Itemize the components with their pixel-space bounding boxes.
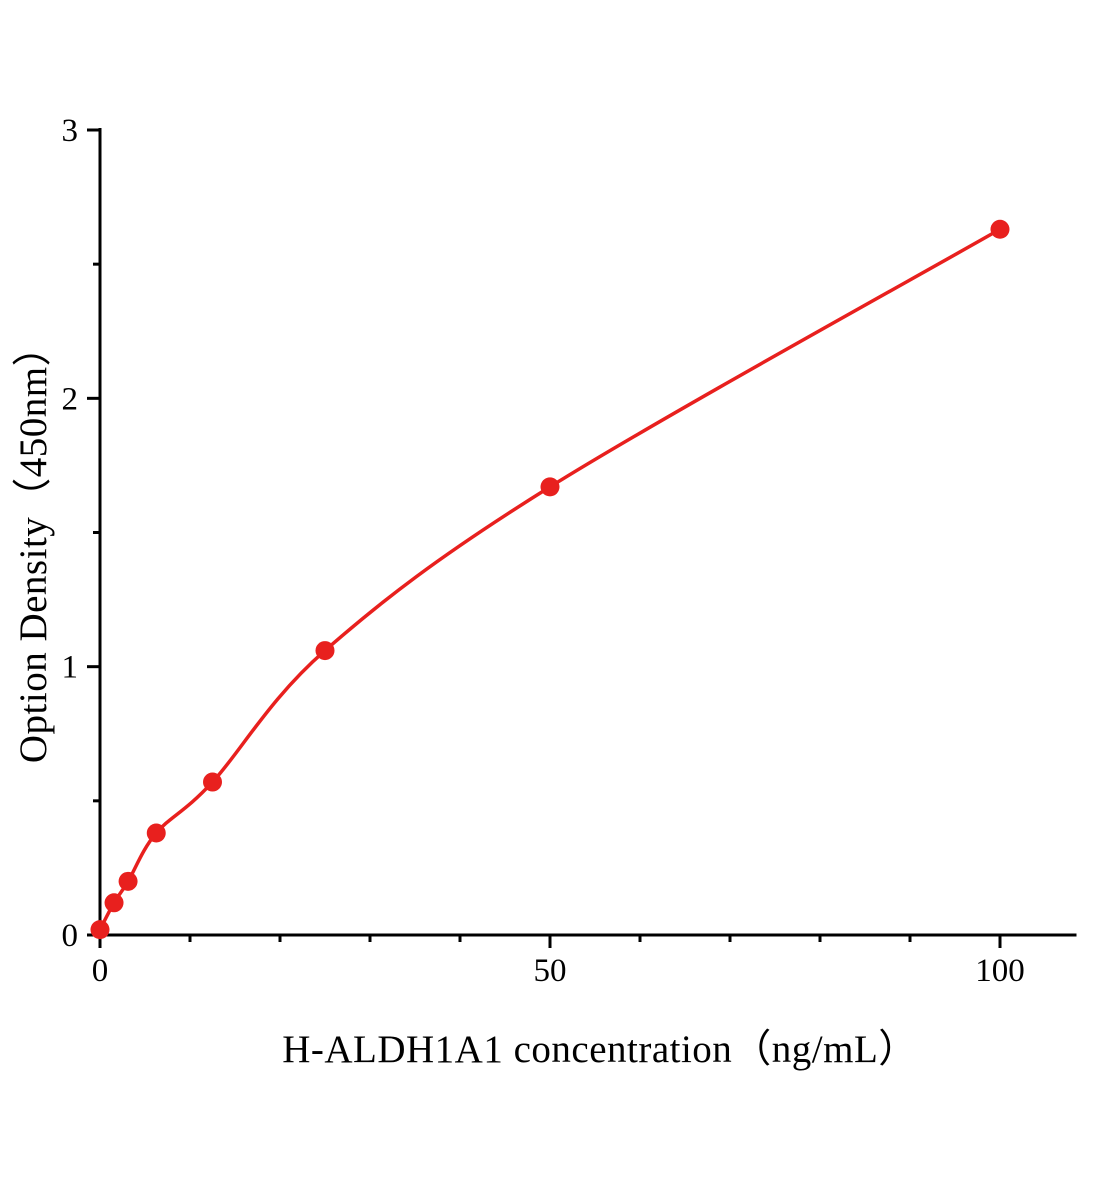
data-point bbox=[990, 219, 1010, 239]
data-point bbox=[540, 477, 560, 497]
data-point bbox=[104, 893, 124, 913]
x-ticks: 0 50 100 bbox=[92, 935, 1025, 989]
data-points bbox=[90, 219, 1010, 940]
x-tick-label: 100 bbox=[975, 953, 1025, 989]
x-tick-label: 0 bbox=[92, 953, 109, 989]
data-point bbox=[90, 920, 110, 940]
x-axis-label: H-ALDH1A1 concentration（ng/mL） bbox=[282, 1028, 918, 1071]
y-tick-label: 1 bbox=[62, 650, 79, 686]
data-point bbox=[315, 641, 335, 661]
axes bbox=[98, 128, 1077, 937]
data-point bbox=[146, 823, 166, 843]
data-point bbox=[203, 772, 222, 792]
curve-line bbox=[98, 227, 1002, 932]
x-tick-label: 50 bbox=[534, 953, 567, 989]
y-axis-label: Option Density（450nm） bbox=[12, 326, 55, 764]
y-tick-label: 2 bbox=[62, 381, 79, 417]
y-tick-label: 0 bbox=[62, 918, 79, 954]
data-point bbox=[118, 871, 138, 891]
y-tick-label: 3 bbox=[62, 113, 79, 149]
y-ticks: 0 1 2 3 bbox=[62, 113, 100, 954]
